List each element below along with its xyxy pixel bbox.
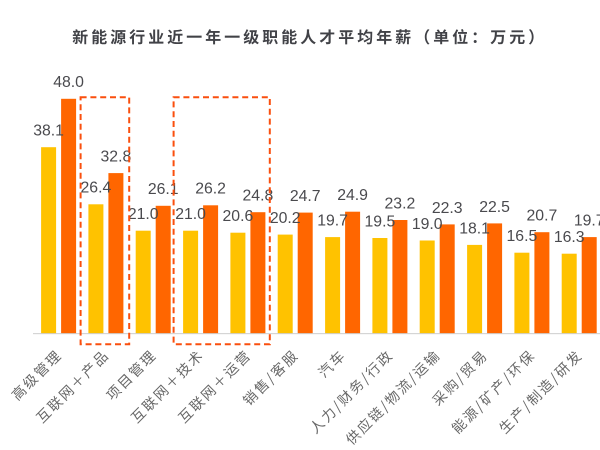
svg-text:20.7: 20.7 (527, 208, 558, 225)
svg-text:48.0: 48.0 (53, 74, 84, 91)
svg-text:21.0: 21.0 (128, 206, 159, 223)
svg-text:23.2: 23.2 (385, 195, 416, 212)
svg-text:18.1: 18.1 (459, 220, 490, 237)
svg-text:24.9: 24.9 (337, 187, 368, 204)
svg-text:19.7: 19.7 (317, 213, 348, 230)
svg-text:26.2: 26.2 (195, 181, 226, 198)
svg-text:16.5: 16.5 (507, 228, 538, 245)
svg-text:16.3: 16.3 (554, 229, 585, 246)
svg-text:26.4: 26.4 (81, 180, 112, 197)
svg-text:22.5: 22.5 (479, 199, 510, 216)
svg-text:21.0: 21.0 (175, 206, 206, 223)
svg-text:38.1: 38.1 (33, 123, 64, 140)
svg-text:32.8: 32.8 (101, 149, 132, 166)
svg-text:20.6: 20.6 (223, 208, 254, 225)
svg-text:19.5: 19.5 (365, 213, 396, 230)
svg-text:22.3: 22.3 (432, 200, 463, 217)
svg-text:24.8: 24.8 (243, 188, 274, 205)
svg-text:26.1: 26.1 (148, 181, 179, 198)
svg-text:19.0: 19.0 (412, 216, 443, 233)
svg-text:19.7: 19.7 (574, 213, 600, 230)
svg-text:20.2: 20.2 (270, 210, 301, 227)
svg-text:24.7: 24.7 (290, 188, 321, 205)
